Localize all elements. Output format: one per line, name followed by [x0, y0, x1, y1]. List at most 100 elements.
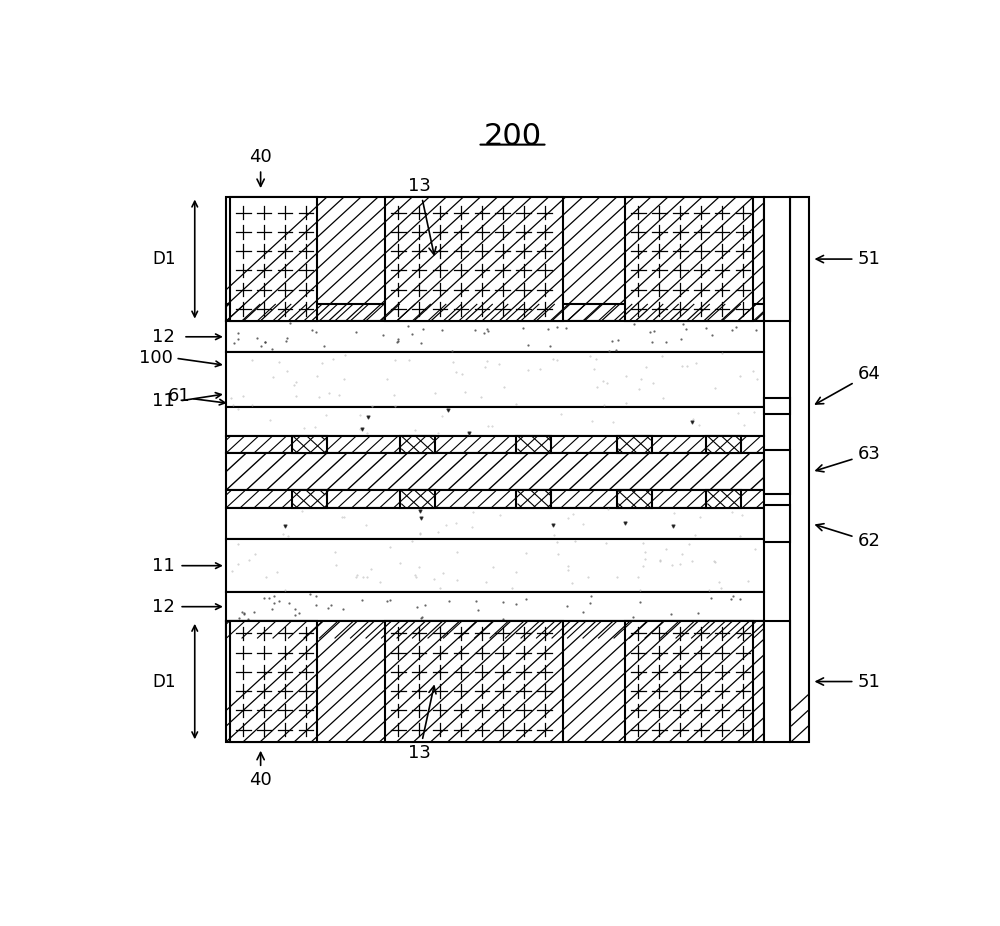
Point — [246, 605, 262, 619]
Point — [282, 316, 298, 331]
Point — [256, 591, 272, 606]
Point — [688, 356, 704, 370]
Point — [595, 374, 611, 389]
Point — [460, 425, 476, 440]
Point — [413, 335, 429, 350]
Point — [271, 594, 287, 608]
Point — [725, 588, 741, 603]
Point — [382, 540, 398, 555]
Point — [604, 333, 620, 348]
Point — [269, 565, 285, 580]
Point — [401, 353, 417, 368]
Point — [485, 559, 501, 574]
Point — [408, 569, 424, 584]
Bar — [617, 435, 652, 454]
Point — [337, 348, 353, 363]
Point — [545, 518, 561, 532]
Bar — [226, 321, 764, 352]
Point — [492, 507, 508, 522]
Point — [567, 533, 583, 548]
Point — [445, 355, 461, 369]
Point — [723, 592, 739, 607]
Text: 12: 12 — [152, 328, 175, 345]
Bar — [400, 491, 435, 508]
Point — [734, 507, 750, 522]
Point — [626, 317, 642, 332]
Point — [698, 320, 714, 335]
Point — [348, 325, 364, 340]
Point — [748, 322, 764, 337]
Point — [257, 334, 273, 349]
Point — [249, 331, 265, 345]
Point — [386, 388, 402, 403]
Bar — [226, 491, 764, 508]
Point — [654, 348, 670, 363]
Bar — [617, 491, 652, 508]
Point — [316, 339, 332, 354]
Point — [558, 320, 574, 335]
Point — [390, 333, 406, 348]
Point — [271, 355, 287, 369]
Point — [658, 542, 674, 557]
Point — [707, 381, 723, 395]
Point — [732, 529, 748, 544]
Point — [309, 369, 325, 383]
Bar — [226, 304, 764, 321]
Point — [448, 365, 464, 380]
Point — [311, 390, 327, 405]
Point — [495, 612, 511, 627]
Point — [287, 607, 303, 622]
Text: 40: 40 — [249, 148, 272, 186]
Text: 51: 51 — [816, 250, 880, 268]
Text: 61: 61 — [168, 387, 191, 406]
Point — [387, 352, 403, 367]
Point — [465, 505, 481, 519]
Point — [637, 544, 653, 559]
Point — [484, 419, 500, 433]
Point — [608, 343, 624, 357]
Point — [679, 359, 695, 374]
Point — [236, 606, 252, 620]
Point — [387, 398, 403, 413]
Point — [223, 391, 239, 406]
Point — [740, 574, 756, 589]
Text: 13: 13 — [408, 686, 436, 762]
Text: 13: 13 — [408, 177, 436, 255]
Point — [665, 519, 681, 533]
Point — [479, 354, 495, 369]
Point — [435, 566, 451, 581]
Point — [732, 592, 748, 607]
Point — [277, 582, 293, 597]
Point — [589, 380, 605, 394]
Point — [601, 344, 617, 358]
Point — [286, 378, 302, 393]
Point — [704, 327, 720, 342]
Point — [334, 510, 350, 525]
Point — [404, 326, 420, 341]
Point — [549, 319, 565, 334]
Point — [747, 542, 763, 557]
Text: 64: 64 — [816, 365, 880, 404]
Point — [691, 418, 707, 432]
Text: 40: 40 — [249, 753, 272, 789]
Point — [724, 505, 740, 519]
Point — [560, 510, 576, 525]
Point — [304, 322, 320, 337]
Point — [264, 342, 280, 357]
Point — [618, 514, 634, 529]
Point — [664, 557, 680, 572]
Point — [430, 525, 446, 540]
Point — [390, 332, 406, 346]
Point — [610, 332, 626, 347]
Point — [473, 390, 489, 405]
Bar — [226, 508, 764, 539]
Point — [652, 553, 668, 568]
Point — [236, 607, 252, 621]
Point — [520, 363, 536, 378]
Point — [261, 591, 277, 606]
Point — [749, 372, 765, 387]
Point — [454, 367, 470, 382]
Point — [631, 382, 647, 396]
Point — [504, 581, 520, 595]
Point — [550, 547, 566, 562]
